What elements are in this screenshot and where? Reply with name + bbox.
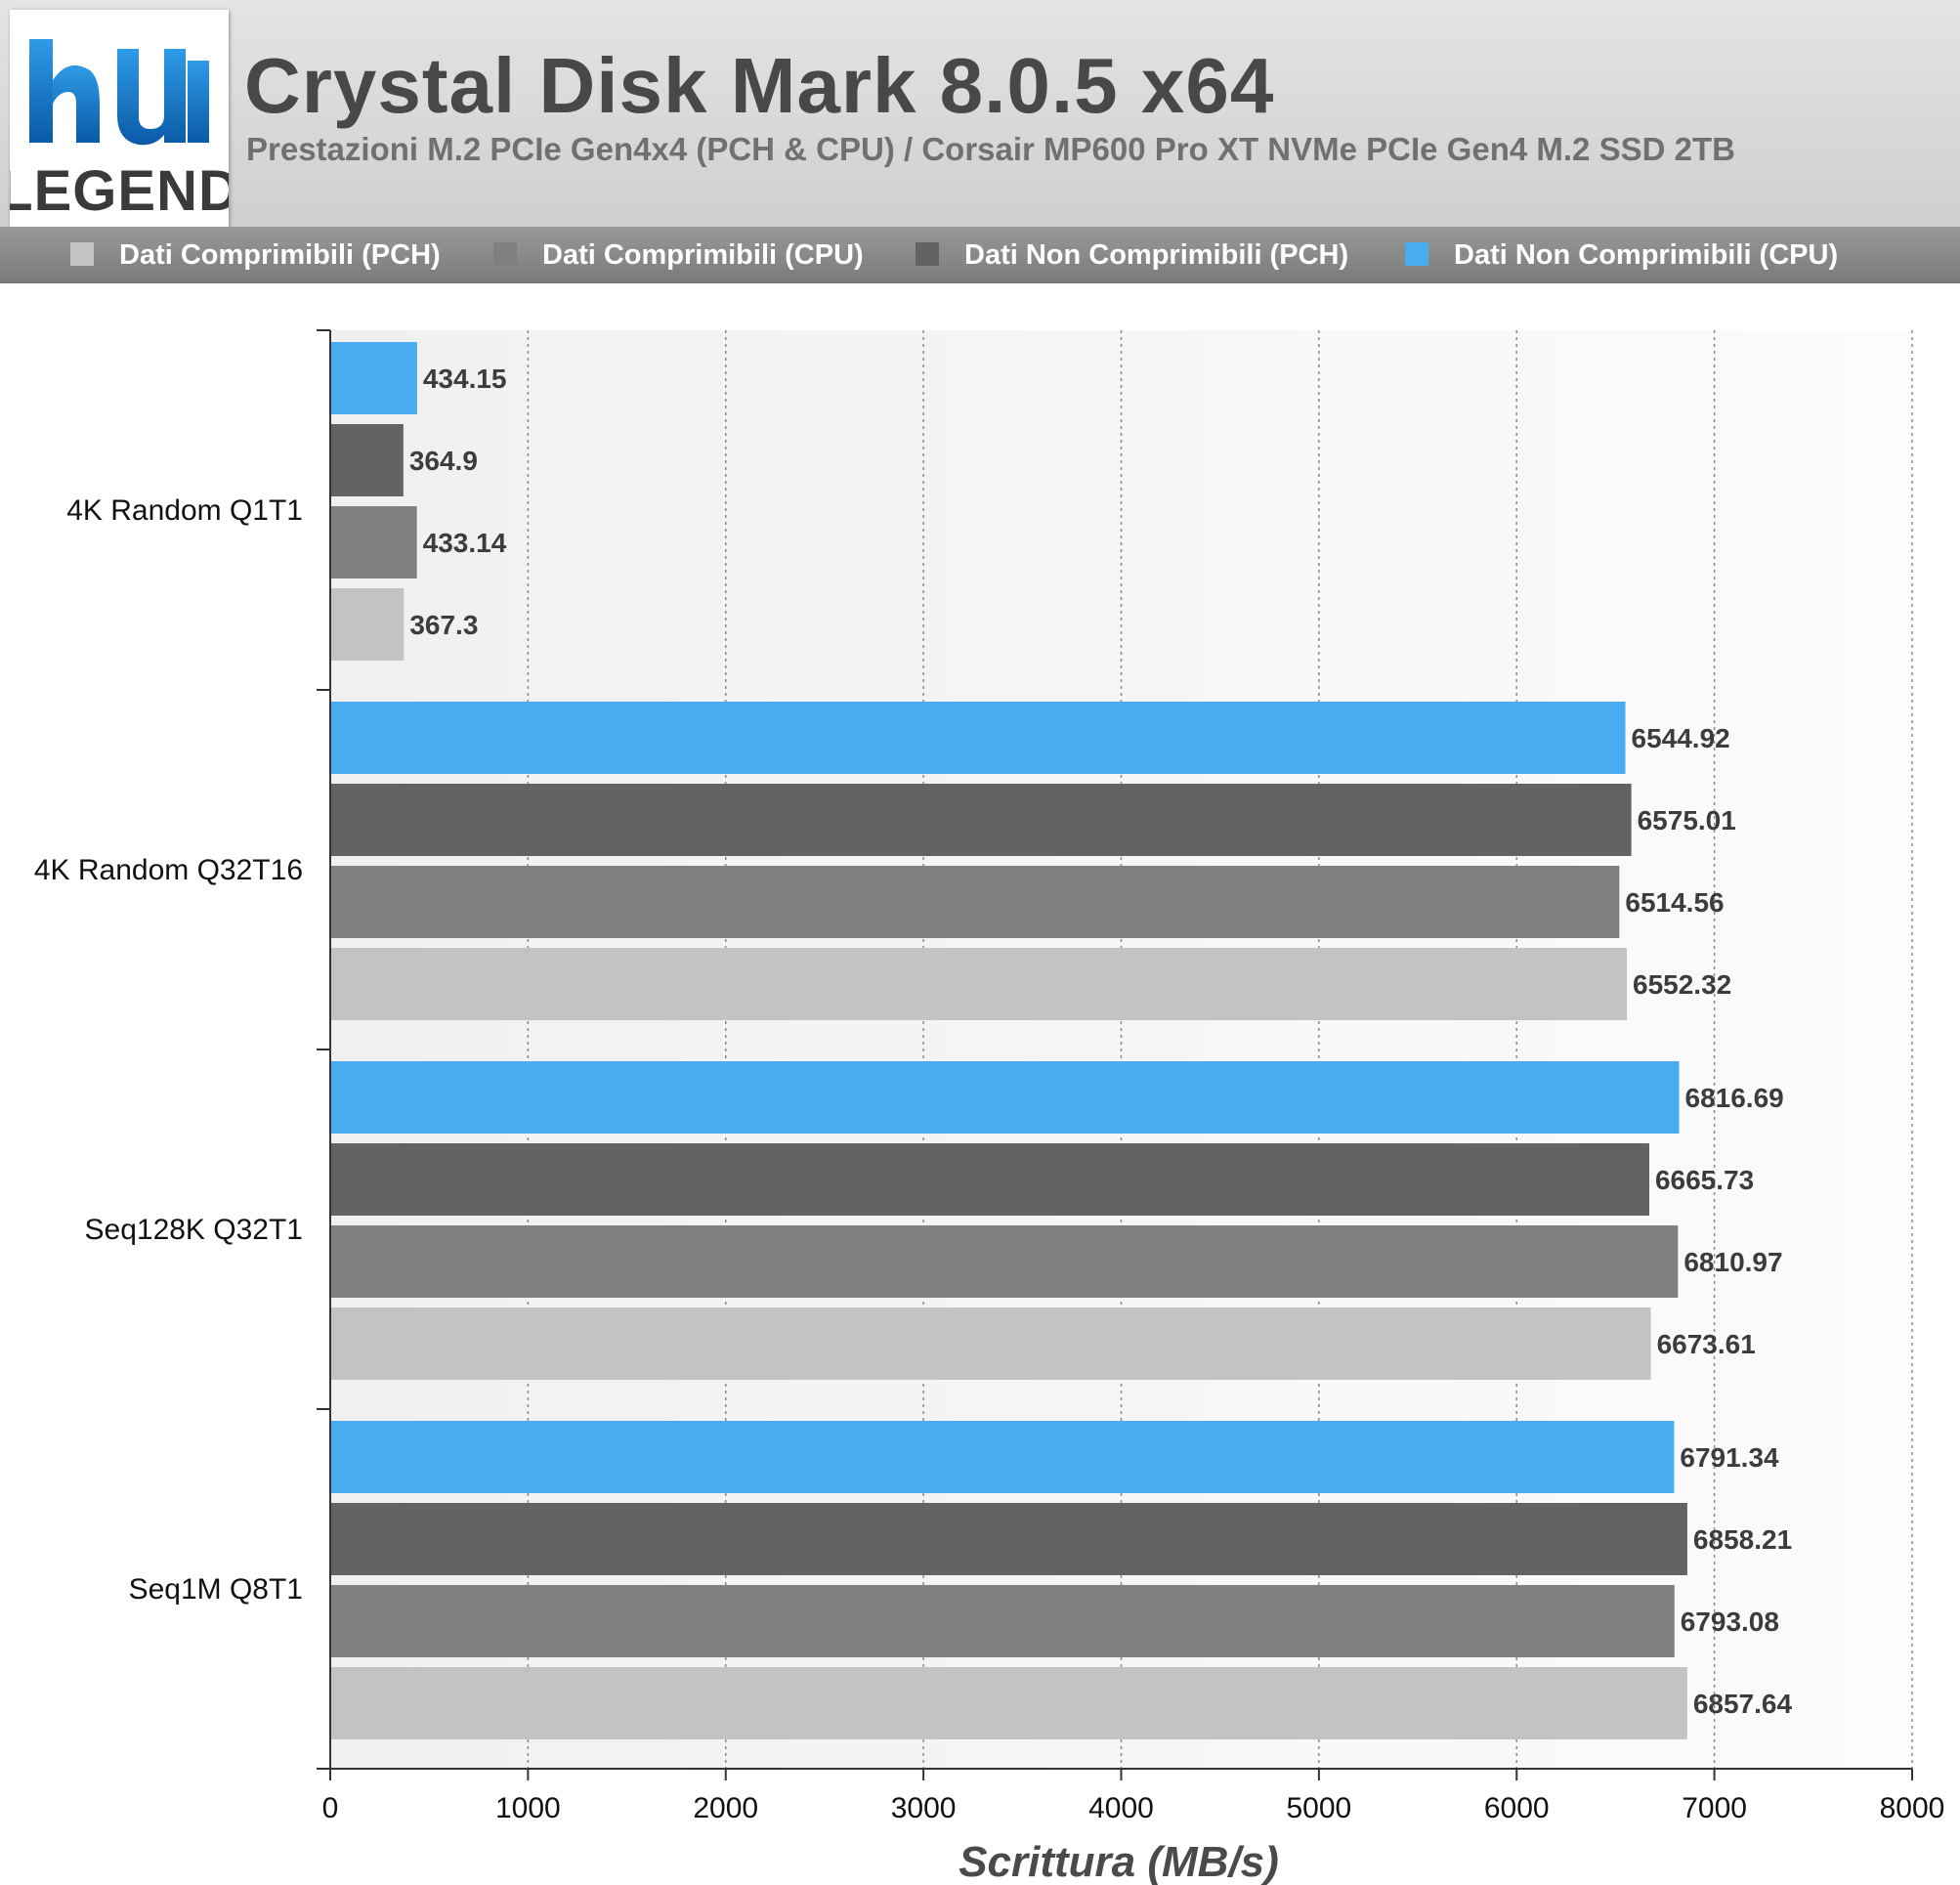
bar <box>331 784 1632 856</box>
bar <box>331 1225 1679 1298</box>
chart-title: Crystal Disk Mark 8.0.5 x64 <box>244 42 1275 129</box>
x-tick-label: 8000 <box>1880 1792 1945 1824</box>
data-label: 6552.32 <box>1633 969 1731 1000</box>
data-label: 6665.73 <box>1655 1165 1754 1195</box>
legend-label: Dati Non Comprimibili (PCH) <box>964 239 1349 271</box>
bar <box>331 1667 1687 1739</box>
legend-swatch <box>916 242 939 266</box>
logo-text: LEGEND <box>10 159 229 223</box>
chart-subtitle: Prestazioni M.2 PCIe Gen4x4 (PCH & CPU) … <box>246 131 1735 167</box>
legend: Dati Comprimibili (PCH) Dati Comprimibil… <box>0 227 1960 283</box>
legend-swatch <box>1405 242 1428 266</box>
bar <box>331 1061 1680 1134</box>
bar <box>331 506 417 578</box>
legend-label: Dati Non Comprimibili (CPU) <box>1454 239 1839 271</box>
logo: LEGEND <box>0 10 239 227</box>
data-label: 6810.97 <box>1683 1247 1782 1277</box>
category-label: Seq128K Q32T1 <box>85 1214 304 1246</box>
data-label: 6858.21 <box>1693 1524 1792 1555</box>
data-label: 6793.08 <box>1681 1607 1779 1637</box>
x-tick-label: 5000 <box>1287 1792 1352 1824</box>
x-tick-label: 1000 <box>495 1792 561 1824</box>
axes: 0 1000 2000 3000 4000 5000 6000 7000 8000 4K Rand… <box>34 329 1945 1824</box>
bar <box>331 342 417 414</box>
category-label: 4K Random Q1T1 <box>66 494 303 527</box>
category-label: 4K Random Q32T16 <box>34 854 303 886</box>
legend-swatch <box>70 242 94 266</box>
x-axis-label: Scrittura (MB/s) <box>959 1838 1279 1885</box>
chart-header: LEGEND Crystal Disk Mark 8.0.5 x64 Prest… <box>0 0 1960 227</box>
x-tick-label: 0 <box>322 1792 339 1824</box>
bar <box>331 702 1626 774</box>
x-tick-label: 6000 <box>1484 1792 1550 1824</box>
bar <box>331 1585 1675 1657</box>
bar <box>331 948 1628 1020</box>
data-label: 6816.69 <box>1685 1083 1784 1113</box>
data-label: 367.3 <box>409 610 478 640</box>
x-tick-label: 2000 <box>693 1792 758 1824</box>
bar <box>331 1421 1675 1493</box>
x-tick-label: 3000 <box>891 1792 957 1824</box>
data-label: 6514.56 <box>1625 887 1724 918</box>
bars: 434.15 364.9 433.14 367.3 6544.92 6575.01 6514… <box>331 342 1792 1739</box>
bar <box>331 588 405 661</box>
x-tick-label: 4000 <box>1088 1792 1154 1824</box>
legend-swatch <box>493 242 517 266</box>
data-label: 6673.61 <box>1657 1329 1756 1359</box>
bar <box>331 1307 1651 1380</box>
data-label: 6575.01 <box>1638 805 1736 835</box>
data-label: 433.14 <box>423 528 507 558</box>
legend-label: Dati Comprimibili (CPU) <box>542 239 864 271</box>
bar <box>331 1503 1687 1575</box>
bar <box>331 866 1620 938</box>
legend-label: Dati Comprimibili (PCH) <box>119 239 441 271</box>
data-label: 6791.34 <box>1680 1442 1779 1473</box>
logo-graphic: LEGEND <box>0 39 239 223</box>
category-label: Seq1M Q8T1 <box>129 1573 303 1606</box>
data-label: 364.9 <box>409 446 478 476</box>
bar <box>331 424 404 496</box>
data-label: 6857.64 <box>1693 1689 1793 1719</box>
data-label: 6544.92 <box>1632 723 1730 753</box>
data-label: 434.15 <box>423 364 507 394</box>
x-tick-label: 7000 <box>1682 1792 1747 1824</box>
bar <box>331 1143 1649 1216</box>
